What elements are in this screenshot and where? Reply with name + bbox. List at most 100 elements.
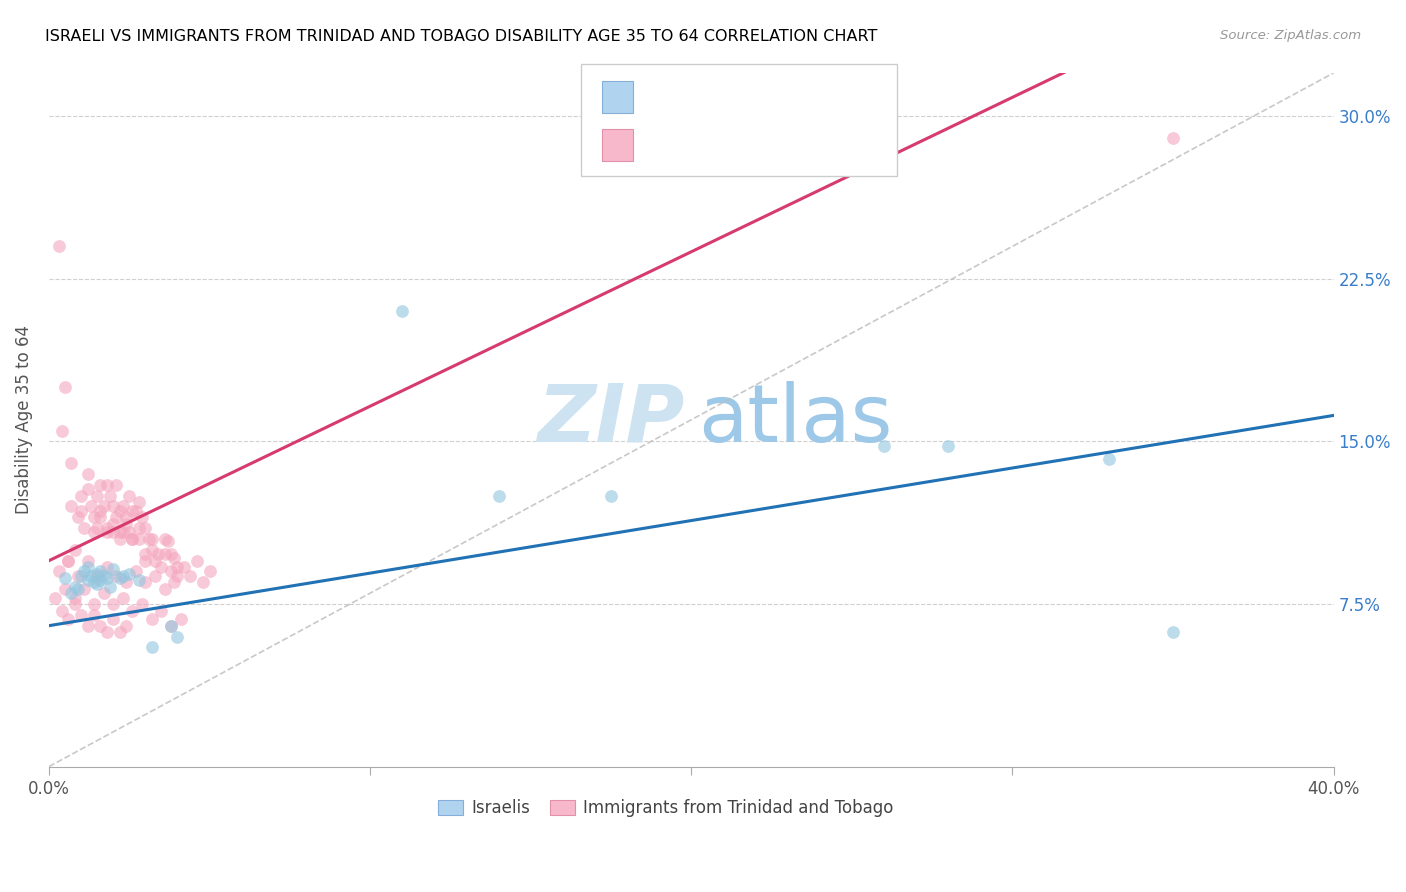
Point bbox=[83, 607, 105, 622]
Point bbox=[169, 612, 191, 626]
Text: atlas: atlas bbox=[697, 381, 891, 458]
Point bbox=[131, 597, 153, 611]
Point bbox=[111, 569, 134, 583]
Point bbox=[86, 566, 108, 581]
Text: 113: 113 bbox=[806, 136, 839, 153]
Point bbox=[600, 489, 623, 503]
Point bbox=[166, 569, 188, 583]
Point bbox=[53, 582, 76, 596]
Point bbox=[128, 532, 150, 546]
Point bbox=[1161, 131, 1184, 145]
Point bbox=[138, 532, 160, 546]
Text: R =: R = bbox=[647, 88, 686, 106]
Point bbox=[83, 525, 105, 540]
Text: N =: N = bbox=[759, 88, 799, 106]
Point bbox=[60, 586, 83, 600]
Point bbox=[73, 565, 96, 579]
Point bbox=[105, 569, 128, 583]
Point bbox=[111, 525, 134, 540]
Point bbox=[115, 510, 138, 524]
Point bbox=[48, 239, 70, 253]
Point bbox=[89, 618, 111, 632]
Text: N =: N = bbox=[759, 136, 799, 153]
Point bbox=[134, 521, 156, 535]
Point bbox=[391, 304, 413, 318]
Point bbox=[173, 560, 195, 574]
Point bbox=[143, 569, 166, 583]
Text: 0.296: 0.296 bbox=[693, 88, 745, 106]
Point bbox=[70, 504, 93, 518]
Point bbox=[153, 547, 176, 561]
Point bbox=[96, 521, 118, 535]
Point bbox=[160, 618, 183, 632]
Point bbox=[96, 525, 118, 540]
Point bbox=[96, 571, 118, 585]
Point bbox=[115, 516, 138, 531]
Point bbox=[58, 554, 80, 568]
Point bbox=[124, 565, 146, 579]
Point bbox=[98, 580, 121, 594]
Text: 0.343: 0.343 bbox=[693, 136, 745, 153]
Point bbox=[134, 554, 156, 568]
Point bbox=[89, 573, 111, 587]
Point bbox=[108, 525, 131, 540]
Point bbox=[53, 571, 76, 585]
Point bbox=[198, 565, 221, 579]
Point bbox=[121, 532, 143, 546]
Point bbox=[103, 597, 125, 611]
Text: 32: 32 bbox=[806, 88, 834, 106]
Point bbox=[141, 542, 163, 557]
Point bbox=[89, 504, 111, 518]
Point bbox=[105, 477, 128, 491]
Point bbox=[93, 586, 115, 600]
Point bbox=[80, 500, 103, 514]
Point bbox=[141, 532, 163, 546]
Point bbox=[66, 582, 89, 596]
Point bbox=[131, 510, 153, 524]
Point bbox=[96, 625, 118, 640]
Point bbox=[103, 500, 125, 514]
Point bbox=[115, 575, 138, 590]
Point bbox=[76, 560, 98, 574]
Point bbox=[63, 542, 86, 557]
Point bbox=[128, 573, 150, 587]
Point bbox=[70, 607, 93, 622]
Point bbox=[488, 489, 510, 503]
Point bbox=[103, 525, 125, 540]
Point bbox=[80, 569, 103, 583]
Point bbox=[134, 547, 156, 561]
Point bbox=[60, 500, 83, 514]
Point bbox=[1098, 451, 1121, 466]
Point bbox=[156, 534, 179, 549]
Point bbox=[105, 510, 128, 524]
Point bbox=[111, 500, 134, 514]
Point bbox=[121, 532, 143, 546]
Point bbox=[150, 560, 173, 574]
Point bbox=[60, 456, 83, 470]
Point bbox=[128, 495, 150, 509]
Point bbox=[76, 482, 98, 496]
Point bbox=[89, 565, 111, 579]
Point bbox=[98, 489, 121, 503]
Point bbox=[118, 525, 141, 540]
Point bbox=[86, 521, 108, 535]
Point bbox=[63, 597, 86, 611]
Point bbox=[143, 554, 166, 568]
Point bbox=[103, 562, 125, 576]
Point bbox=[108, 571, 131, 585]
Point bbox=[58, 554, 80, 568]
Point bbox=[103, 612, 125, 626]
Point bbox=[108, 625, 131, 640]
Point bbox=[76, 467, 98, 481]
Point bbox=[1161, 625, 1184, 640]
Point bbox=[89, 477, 111, 491]
Point bbox=[73, 582, 96, 596]
Point bbox=[115, 618, 138, 632]
Y-axis label: Disability Age 35 to 64: Disability Age 35 to 64 bbox=[15, 326, 32, 515]
Point bbox=[58, 612, 80, 626]
Point bbox=[134, 575, 156, 590]
Point bbox=[76, 573, 98, 587]
Text: ISRAELI VS IMMIGRANTS FROM TRINIDAD AND TOBAGO DISABILITY AGE 35 TO 64 CORRELATI: ISRAELI VS IMMIGRANTS FROM TRINIDAD AND … bbox=[45, 29, 877, 45]
Point bbox=[163, 575, 186, 590]
Point bbox=[83, 597, 105, 611]
